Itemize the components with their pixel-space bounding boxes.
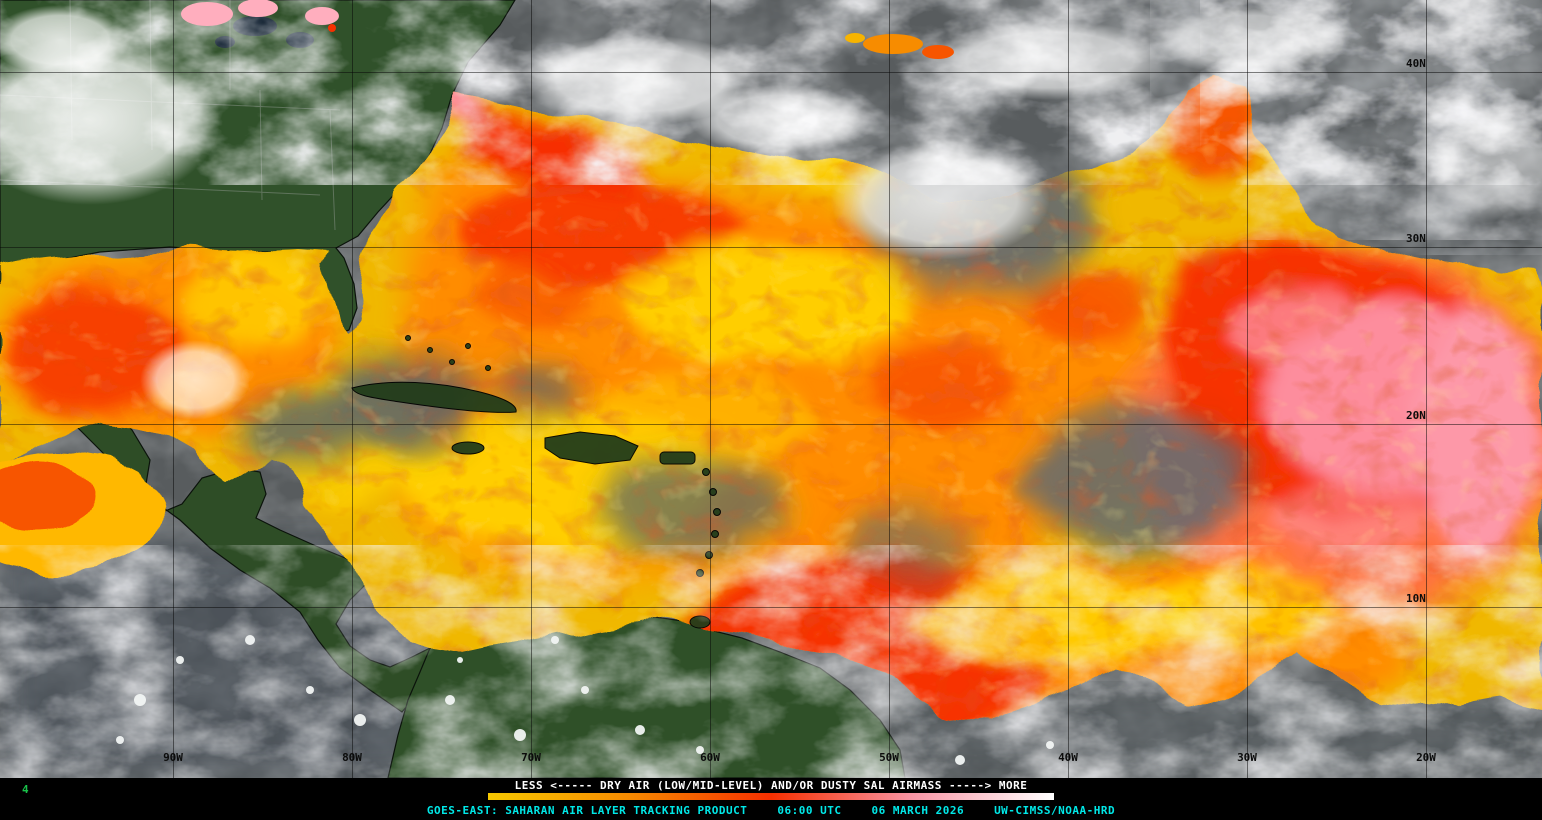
gridline-90w: [173, 0, 174, 778]
gridline-40w: [1068, 0, 1069, 778]
legend-color-scale: [488, 793, 1054, 800]
satellite-imagery: [0, 0, 1542, 778]
credit: UW-CIMSS/NOAA-HRD: [994, 804, 1116, 817]
lon-label-90w: 90W: [163, 751, 183, 764]
product-name: GOES-EAST: SAHARAN AIR LAYER TRACKING PR…: [426, 804, 748, 817]
frame-number: 4: [22, 783, 29, 796]
lon-label-80w: 80W: [342, 751, 362, 764]
lon-label-60w: 60W: [700, 751, 720, 764]
product-date: 06 MARCH 2026: [871, 804, 965, 817]
gridline-60w: [710, 0, 711, 778]
lon-label-20w: 20W: [1416, 751, 1436, 764]
lon-label-30w: 30W: [1237, 751, 1257, 764]
lat-label-30n: 30N: [1406, 232, 1426, 245]
lat-label-40n: 40N: [1406, 57, 1426, 70]
gridline-20n: [0, 424, 1542, 425]
status-bar: GOES-EAST: SAHARAN AIR LAYER TRACKING PR…: [0, 801, 1542, 820]
legend-text: LESS <----- DRY AIR (LOW/MID-LEVEL) AND/…: [514, 779, 1028, 792]
gridline-50w: [889, 0, 890, 778]
gridline-30n: [0, 247, 1542, 248]
gridline-80w: [352, 0, 353, 778]
gridline-40n: [0, 72, 1542, 73]
lon-label-40w: 40W: [1058, 751, 1078, 764]
legend: LESS <----- DRY AIR (LOW/MID-LEVEL) AND/…: [488, 779, 1054, 800]
gridline-30w: [1247, 0, 1248, 778]
lat-label-20n: 20N: [1406, 409, 1426, 422]
lon-label-70w: 70W: [521, 751, 541, 764]
gridline-70w: [531, 0, 532, 778]
gridline-20w: [1426, 0, 1427, 778]
gridline-10n: [0, 607, 1542, 608]
satellite-map: 40N 30N 20N 10N 90W 80W 70W 60W 50W 40W …: [0, 0, 1542, 778]
lon-label-50w: 50W: [879, 751, 899, 764]
legend-bar: 4 LESS <----- DRY AIR (LOW/MID-LEVEL) AN…: [0, 778, 1542, 801]
lat-label-10n: 10N: [1406, 592, 1426, 605]
timestamp-utc: 06:00 UTC: [777, 804, 842, 817]
